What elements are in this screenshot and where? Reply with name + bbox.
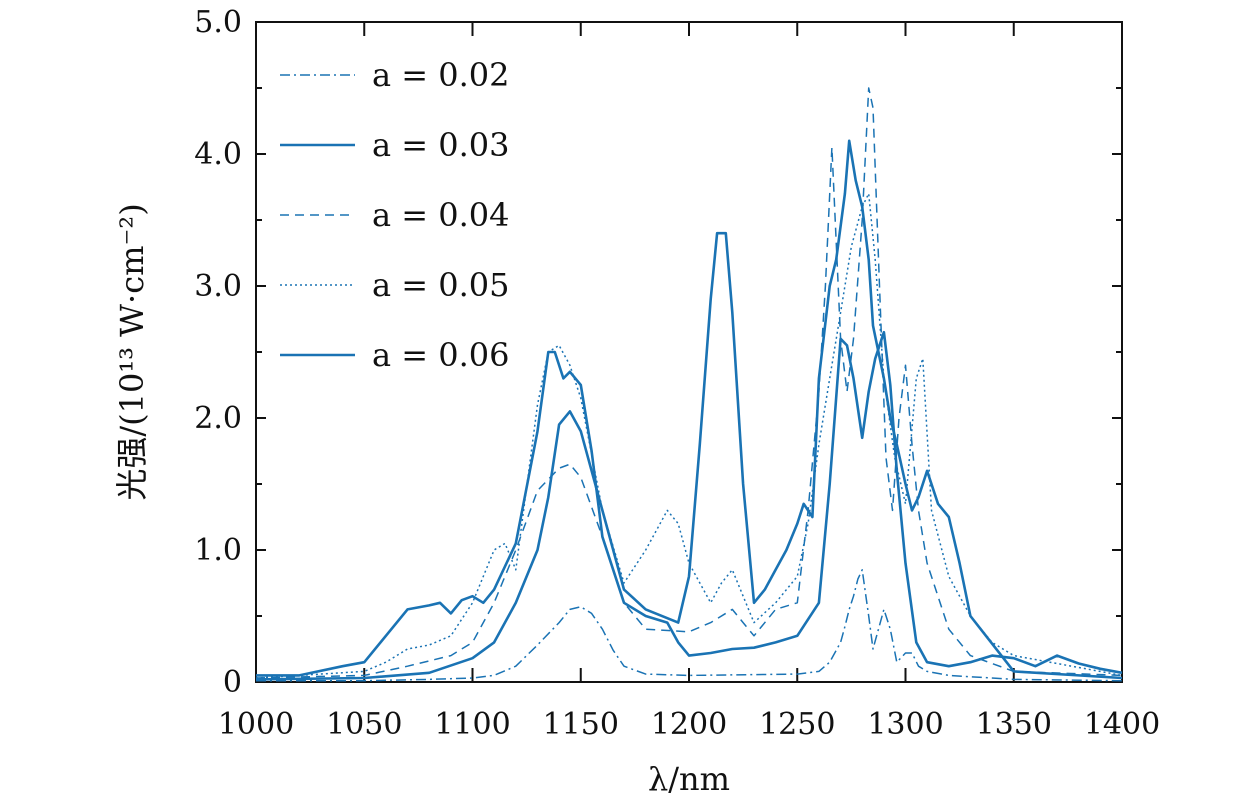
x-axis-label: λ/nm [648,760,730,798]
y-tick-label: 2.0 [194,401,242,436]
x-tick-label: 1100 [434,707,510,742]
y-tick-label: 1.0 [194,533,242,568]
legend-label: a = 0.03 [372,126,509,164]
x-axis: 1000 1050 1100 1150 1200 1250 1300 1350 1400 [218,22,1160,742]
y-tick-label: 5.0 [194,5,242,40]
y-axis-label: 光强/(10¹³ W·cm⁻²) [113,203,151,500]
x-tick-label: 1350 [976,707,1052,742]
legend: a = 0.02 a = 0.03 a = 0.04 a = 0.05 a = 0.06 [280,56,509,374]
series-lines [255,87,1123,682]
x-tick-label: 1300 [867,707,943,742]
y-axis: 0 1.0 2.0 3.0 4.0 5.0 [194,5,1122,700]
legend-label: a = 0.04 [372,196,509,234]
series-line [255,192,1123,679]
y-tick-label: 4.0 [194,137,242,172]
legend-label: a = 0.05 [372,266,509,304]
series-line [256,569,1123,682]
x-tick-label: 1000 [218,707,294,742]
x-tick-label: 1400 [1084,707,1160,742]
y-tick-label: 0 [223,665,242,700]
legend-label: a = 0.06 [372,336,509,374]
y-tick-label: 3.0 [194,269,242,304]
x-tick-label: 1050 [326,707,402,742]
x-tick-label: 1150 [543,707,619,742]
series-line [255,139,1123,681]
x-tick-label: 1250 [759,707,835,742]
series-line [255,87,1123,679]
legend-label: a = 0.02 [372,56,509,94]
x-tick-label: 1200 [651,707,727,742]
series-line [256,330,1123,677]
